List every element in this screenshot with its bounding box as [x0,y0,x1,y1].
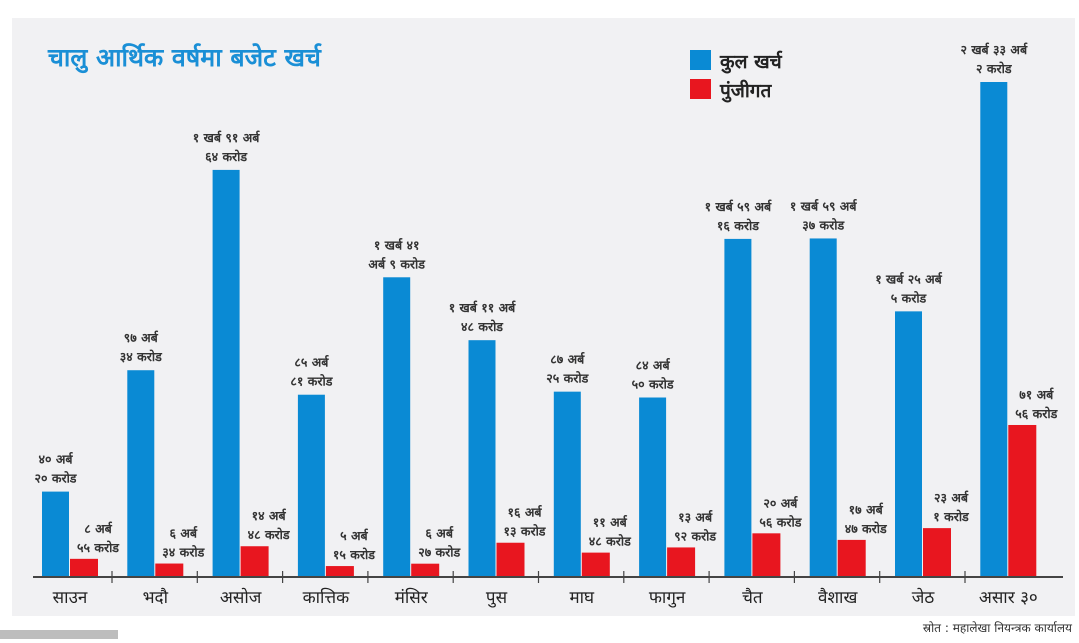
data-label: २० करोड [35,471,78,486]
data-label: ५ करोड [891,290,928,305]
capital-bar [411,563,440,577]
data-label: ८१ करोड [290,374,333,389]
data-label: ४८ करोड [461,319,504,334]
category-label: भदौ [143,587,169,608]
category-label: चैत [742,587,763,608]
data-label: २ करोड [976,61,1013,76]
data-label: २ खर्ब ३३ अर्ब [960,42,1028,57]
data-label: १४ अर्ब [252,508,287,523]
data-label: ३४ करोड [162,545,205,560]
category-label: कात्तिक [303,587,351,608]
data-label: ८४ अर्ब [636,357,671,372]
data-label: ५ अर्ब [340,528,369,543]
total-bar [383,277,411,577]
data-label: १३ अर्ब [678,509,713,524]
data-label: १ खर्ब ९१ अर्ब [193,130,261,145]
capital-bar [752,533,781,577]
data-label: ५६ करोड [1015,406,1058,421]
data-label: १ करोड [933,509,970,524]
capital-bar [667,547,696,577]
data-label: १३ करोड [504,524,547,539]
data-label: ३७ करोड [802,217,845,232]
capital-bar [1008,424,1037,577]
data-label: ११ अर्ब [593,515,628,530]
data-label: ५६ करोड [759,514,802,529]
total-bar [127,370,155,577]
category-label: वैशाख [818,587,858,608]
data-label: १६ करोड [717,218,760,233]
category-label: माघ [569,588,595,608]
data-label: ८५ अर्ब [294,355,329,370]
capital-bar [496,542,525,577]
category-label: जेठ [912,587,936,608]
data-label: ६४ करोड [205,149,248,164]
data-label: ५० करोड [632,376,675,391]
data-label: ७१ अर्ब [1019,387,1054,402]
data-label: २३ अर्ब [934,490,969,505]
capital-bar [155,563,184,577]
data-label: ८ अर्ब [84,521,113,536]
data-label: १ खर्ब ११ अर्ब [449,300,517,315]
category-label: साउन [53,588,88,608]
category-label: असार ३० [979,588,1038,608]
data-label: ४० अर्ब [38,452,73,467]
total-bar [212,169,240,577]
source-note: स्रोत : महालेखा नियन्त्रक कार्यालय [923,621,1073,635]
total-bar [724,238,752,577]
data-label: ८७ अर्ब [550,352,585,367]
category-label: फागुन [649,588,686,608]
data-label: अर्ब ९ करोड [368,256,426,271]
capital-bar [240,546,269,577]
data-label: ३४ करोड [120,349,163,364]
legend-swatch-total [690,50,711,70]
legend-label-total: कुल खर्च [719,50,783,74]
data-label: ६ अर्ब [425,526,454,541]
data-label: १७ अर्ब [849,502,884,517]
data-label: १ खर्ब ४१ [374,237,420,252]
capital-bar [70,558,98,577]
data-label: १५ करोड [333,547,376,562]
legend-swatch-capital [690,79,711,99]
category-label: मंसिर [395,587,429,608]
total-bar [980,82,1008,577]
capital-bar [923,528,951,577]
capital-bar [581,552,610,577]
data-label: ४७ करोड [845,521,888,536]
legend-label-capital: पुंजीगत [719,79,773,103]
corner-block [0,630,118,639]
data-label: १ खर्ब २५ अर्ब [875,271,943,286]
data-label: ४८ करोड [248,527,291,542]
total-bar [468,340,496,577]
data-label: ९२ करोड [674,528,717,543]
capital-bar [325,566,354,577]
chart-title: चालु आर्थिक वर्षमा बजेट खर्च [47,43,322,74]
category-label: पुस [486,588,508,608]
legend: कुल खर्च पुंजीगत [690,50,783,103]
data-label: २५ करोड [546,371,589,386]
data-label: ९७ अर्ब [124,330,159,345]
data-label: १ खर्ब ५९ अर्ब [790,198,858,213]
data-label: १६ अर्ब [507,505,542,520]
data-label: ५५ करोड [77,540,120,555]
total-bar [553,391,581,577]
data-label: ४८ करोड [589,534,632,549]
data-label: २७ करोड [418,545,461,560]
total-bar [639,397,667,577]
total-bar [895,311,922,577]
total-bar [42,491,69,577]
data-label: २० अर्ब [763,495,798,510]
total-bar [297,394,325,577]
capital-bar [837,539,866,577]
data-label: ६ अर्ब [170,526,199,541]
total-bar [809,238,837,577]
data-label: १ खर्ब ५९ अर्ब [705,199,773,214]
category-label: असोज [220,587,262,608]
